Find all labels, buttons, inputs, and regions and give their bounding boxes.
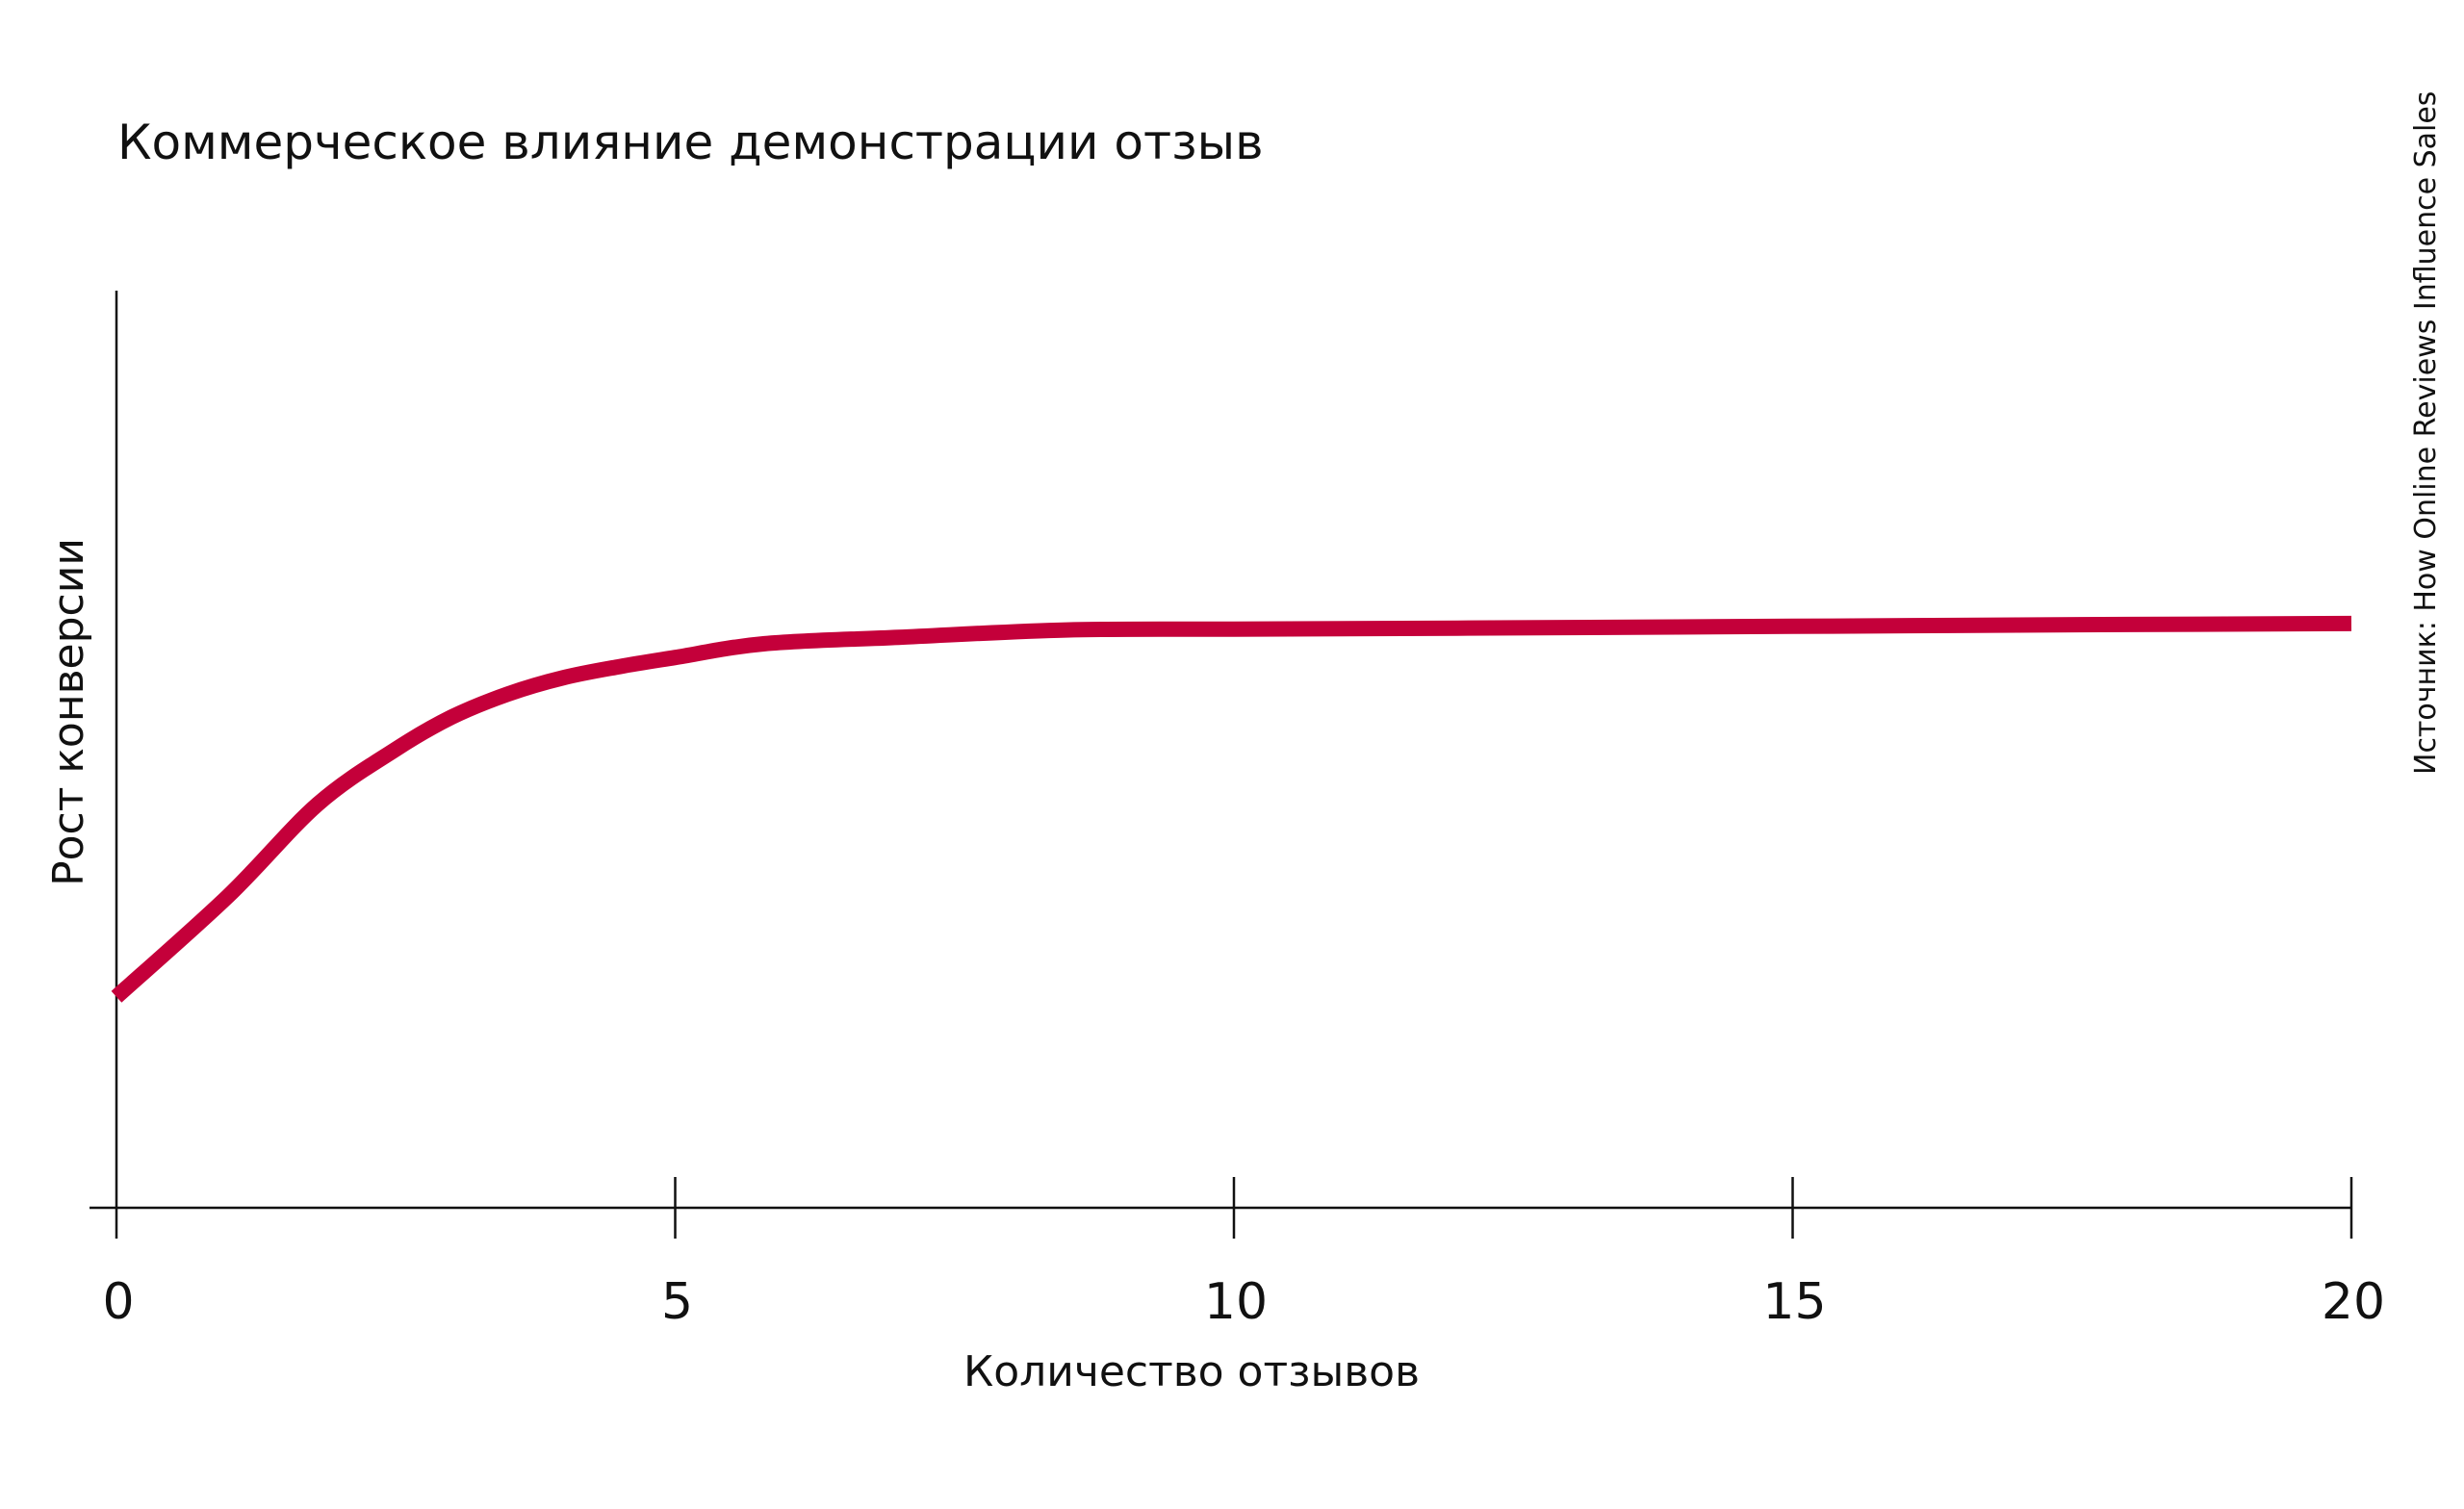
y-axis-label: Рост конверсии bbox=[44, 538, 93, 886]
chart-title: Коммерческое влияние демонстрации отзыв bbox=[117, 115, 1264, 170]
x-tick-label: 0 bbox=[102, 1273, 134, 1331]
x-tick-label: 5 bbox=[661, 1273, 693, 1331]
x-tick-label: 10 bbox=[1204, 1273, 1268, 1331]
source-note: Источник: How Online Reviews Influence S… bbox=[2409, 91, 2443, 775]
x-tick-labels: 0 5 10 15 20 bbox=[102, 1273, 2385, 1331]
x-ticks bbox=[115, 1177, 2353, 1239]
x-tick-label: 15 bbox=[1762, 1273, 1826, 1331]
series-line bbox=[111, 615, 2352, 1003]
x-axis-label: Количество отзывов bbox=[963, 1347, 1420, 1396]
x-tick-label: 20 bbox=[2322, 1273, 2385, 1331]
